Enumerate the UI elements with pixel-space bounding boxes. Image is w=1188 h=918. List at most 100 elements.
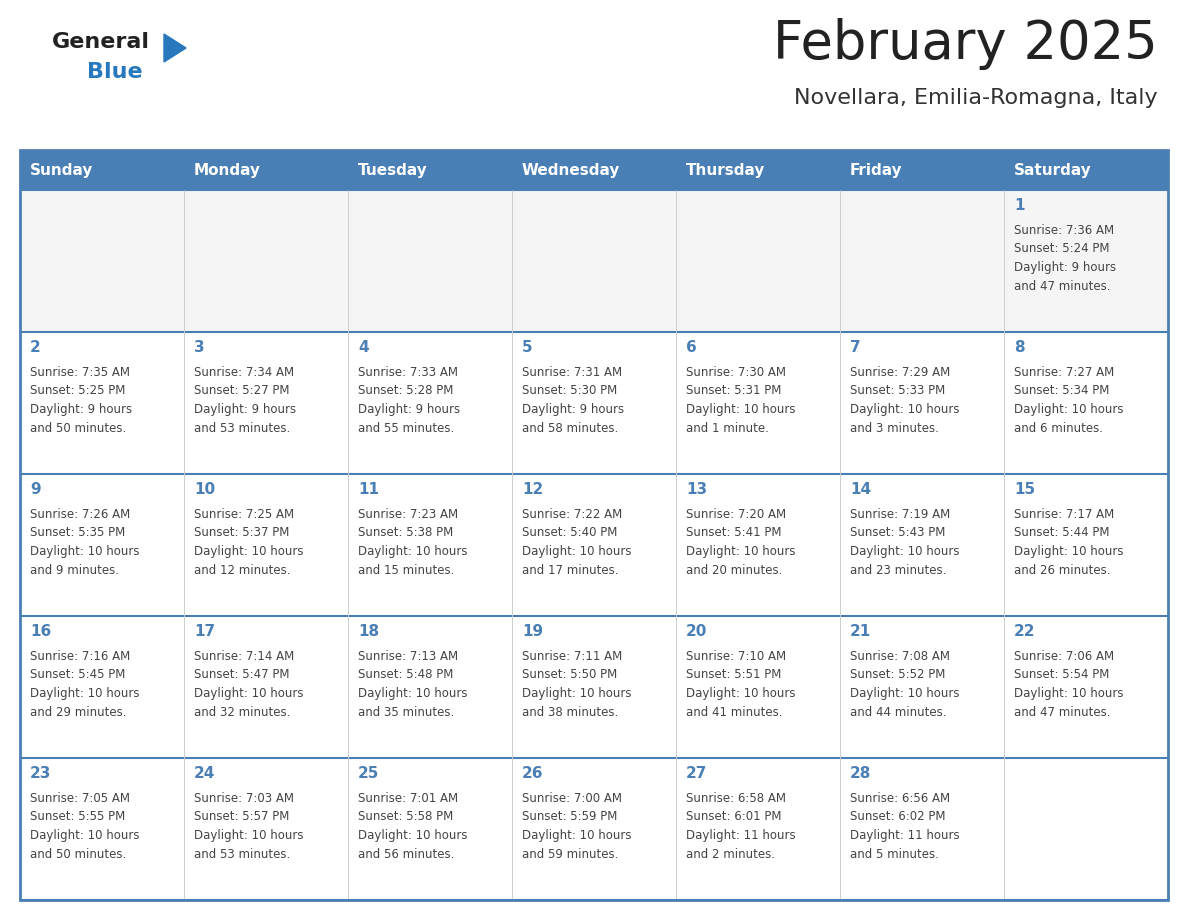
Text: Sunset: 6:02 PM: Sunset: 6:02 PM [849,811,946,823]
Text: Daylight: 10 hours: Daylight: 10 hours [30,545,139,558]
Text: Daylight: 10 hours: Daylight: 10 hours [194,687,303,700]
Bar [512,616,676,758]
Text: Sunrise: 6:58 AM: Sunrise: 6:58 AM [685,792,786,805]
Text: 4: 4 [358,340,368,355]
Text: Daylight: 10 hours: Daylight: 10 hours [194,829,303,842]
Text: Sunrise: 7:16 AM: Sunrise: 7:16 AM [30,650,131,663]
Text: Sunrise: 6:56 AM: Sunrise: 6:56 AM [849,792,950,805]
Bar [1004,758,1168,900]
Text: Sunset: 5:38 PM: Sunset: 5:38 PM [358,527,454,540]
Text: 2: 2 [30,340,40,355]
Text: Saturday: Saturday [1015,162,1092,177]
Bar [840,758,1004,900]
Bar [676,758,840,900]
Text: Sunset: 5:30 PM: Sunset: 5:30 PM [522,385,618,397]
Text: and 50 minutes.: and 50 minutes. [30,847,126,860]
Text: Sunrise: 7:19 AM: Sunrise: 7:19 AM [849,508,950,521]
Text: and 15 minutes.: and 15 minutes. [358,564,454,577]
Bar [840,616,1004,758]
Bar [840,190,1004,332]
Text: and 56 minutes.: and 56 minutes. [358,847,454,860]
Text: Sunset: 5:51 PM: Sunset: 5:51 PM [685,668,782,681]
Text: 6: 6 [685,340,696,355]
Text: Thursday: Thursday [685,162,765,177]
Text: Sunrise: 7:27 AM: Sunrise: 7:27 AM [1015,366,1114,379]
Text: Sunset: 6:01 PM: Sunset: 6:01 PM [685,811,782,823]
Text: Sunset: 5:55 PM: Sunset: 5:55 PM [30,811,125,823]
Bar [512,758,676,900]
Bar [840,332,1004,474]
Text: Daylight: 10 hours: Daylight: 10 hours [358,829,468,842]
Text: Sunrise: 7:03 AM: Sunrise: 7:03 AM [194,792,293,805]
Text: 11: 11 [358,482,379,497]
Bar [348,616,512,758]
Text: Daylight: 10 hours: Daylight: 10 hours [1015,403,1124,416]
Bar [512,474,676,616]
Text: and 6 minutes.: and 6 minutes. [1015,421,1102,434]
Text: 14: 14 [849,482,871,497]
Bar [20,474,184,616]
Bar [20,150,1168,900]
Text: Tuesday: Tuesday [358,162,428,177]
Text: Daylight: 11 hours: Daylight: 11 hours [849,829,960,842]
Text: Sunday: Sunday [30,162,94,177]
Text: Sunset: 5:54 PM: Sunset: 5:54 PM [1015,668,1110,681]
Bar [512,332,676,474]
Bar [20,332,184,474]
Bar [348,474,512,616]
Text: 26: 26 [522,766,543,781]
Text: 28: 28 [849,766,871,781]
Text: Daylight: 11 hours: Daylight: 11 hours [685,829,796,842]
Bar [348,758,512,900]
Text: 20: 20 [685,624,707,639]
Text: Daylight: 10 hours: Daylight: 10 hours [1015,687,1124,700]
Text: Sunrise: 7:14 AM: Sunrise: 7:14 AM [194,650,295,663]
Text: and 53 minutes.: and 53 minutes. [194,847,290,860]
Text: 27: 27 [685,766,707,781]
Polygon shape [164,34,187,62]
Text: and 32 minutes.: and 32 minutes. [194,706,290,719]
Text: Daylight: 10 hours: Daylight: 10 hours [194,545,303,558]
Text: 17: 17 [194,624,215,639]
Text: Sunrise: 7:34 AM: Sunrise: 7:34 AM [194,366,295,379]
Text: and 47 minutes.: and 47 minutes. [1015,706,1111,719]
Text: Sunset: 5:44 PM: Sunset: 5:44 PM [1015,527,1110,540]
Text: 22: 22 [1015,624,1036,639]
Text: Daylight: 10 hours: Daylight: 10 hours [685,403,796,416]
Bar [676,474,840,616]
Text: 19: 19 [522,624,543,639]
Text: Sunset: 5:58 PM: Sunset: 5:58 PM [358,811,454,823]
Bar [20,150,1168,190]
Text: and 29 minutes.: and 29 minutes. [30,706,126,719]
Text: Sunrise: 7:17 AM: Sunrise: 7:17 AM [1015,508,1114,521]
Text: Daylight: 10 hours: Daylight: 10 hours [358,545,468,558]
Bar [348,190,512,332]
Text: 24: 24 [194,766,215,781]
Text: Sunset: 5:27 PM: Sunset: 5:27 PM [194,385,290,397]
Text: Sunrise: 7:30 AM: Sunrise: 7:30 AM [685,366,786,379]
Text: Sunrise: 7:23 AM: Sunrise: 7:23 AM [358,508,459,521]
Text: and 58 minutes.: and 58 minutes. [522,421,618,434]
Text: Sunrise: 7:25 AM: Sunrise: 7:25 AM [194,508,295,521]
Bar [184,190,348,332]
Text: Monday: Monday [194,162,261,177]
Text: Sunrise: 7:29 AM: Sunrise: 7:29 AM [849,366,950,379]
Text: Sunrise: 7:22 AM: Sunrise: 7:22 AM [522,508,623,521]
Bar [20,616,184,758]
Text: Sunrise: 7:31 AM: Sunrise: 7:31 AM [522,366,623,379]
Text: Sunset: 5:52 PM: Sunset: 5:52 PM [849,668,946,681]
Text: 18: 18 [358,624,379,639]
Text: and 35 minutes.: and 35 minutes. [358,706,454,719]
Text: Sunset: 5:37 PM: Sunset: 5:37 PM [194,527,290,540]
Text: Daylight: 10 hours: Daylight: 10 hours [30,687,139,700]
Text: Blue: Blue [87,62,143,82]
Text: and 44 minutes.: and 44 minutes. [849,706,947,719]
Text: and 55 minutes.: and 55 minutes. [358,421,454,434]
Text: 8: 8 [1015,340,1024,355]
Text: and 12 minutes.: and 12 minutes. [194,564,291,577]
Text: Sunset: 5:47 PM: Sunset: 5:47 PM [194,668,290,681]
Text: 9: 9 [30,482,40,497]
Bar [840,474,1004,616]
Text: Daylight: 10 hours: Daylight: 10 hours [849,545,960,558]
Text: and 9 minutes.: and 9 minutes. [30,564,119,577]
